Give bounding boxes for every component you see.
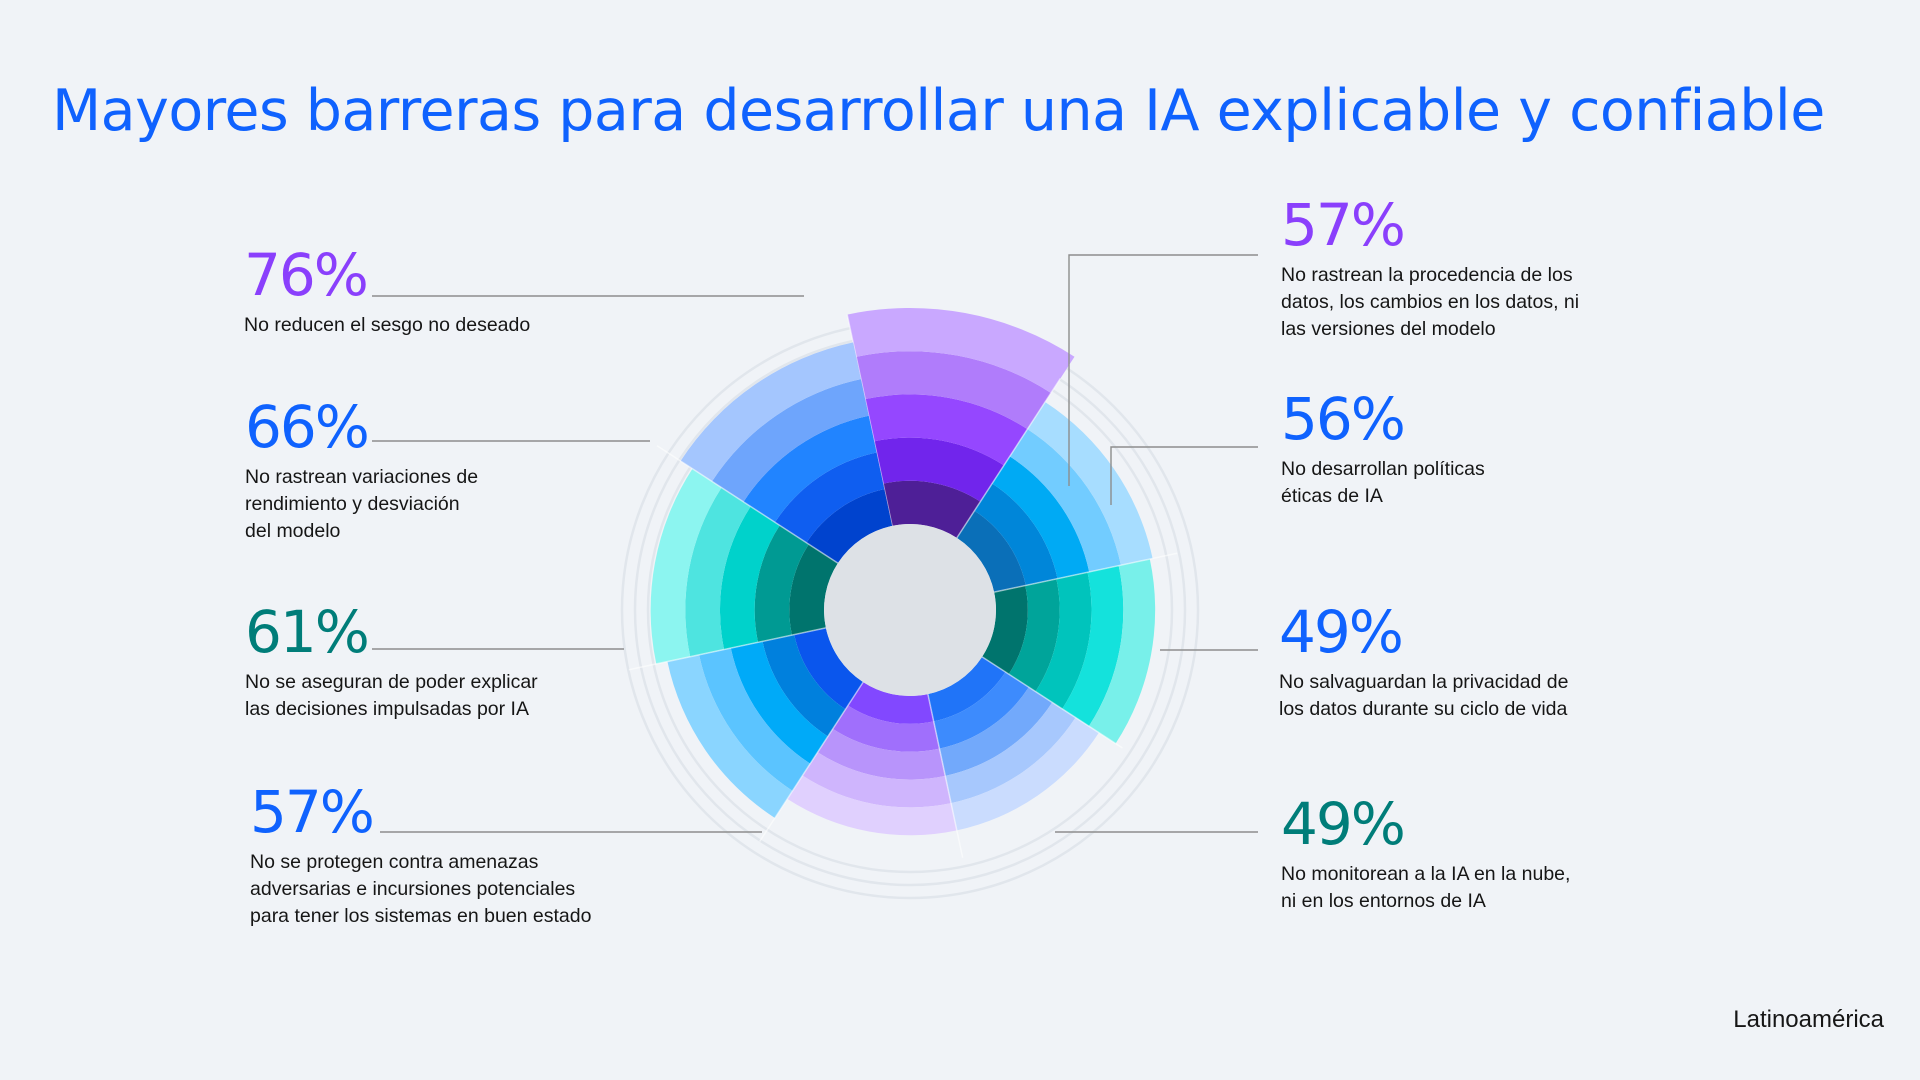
- stat-description: No se protegen contra amenazas adversari…: [250, 851, 592, 927]
- stat-block-data-provenance: 57% No rastrean la procedencia de los da…: [1281, 196, 1579, 343]
- sector-band-2: [974, 483, 1058, 586]
- sector-band-6: [794, 627, 864, 710]
- sector-band-5: [847, 682, 934, 724]
- stat-percent: 57%: [1281, 191, 1406, 259]
- leader-line: [1068, 254, 1258, 486]
- sector-band-1: [874, 437, 1004, 502]
- stat-percent: 56%: [1281, 385, 1406, 453]
- stat-description: No monitorean a la IA en la nube, ni en …: [1281, 863, 1571, 912]
- stat-percent: 49%: [1279, 598, 1404, 666]
- sector-band-3: [1035, 572, 1092, 709]
- sector-band-2: [992, 456, 1090, 579]
- stat-description: No rastrean variaciones de rendimiento y…: [245, 466, 479, 542]
- sector-band-7: [789, 544, 838, 636]
- sector-band-1: [847, 308, 1075, 393]
- sector-band-6: [699, 648, 811, 791]
- sector-band-4: [951, 717, 1099, 831]
- region-label: Latinoamérica: [1733, 1006, 1884, 1033]
- stat-description: No rastrean la procedencia de los datos,…: [1281, 264, 1580, 340]
- stat-block-ethics-policies: 56% No desarrollan políticas éticas de I…: [1281, 390, 1485, 510]
- sector-band-3: [1062, 565, 1124, 727]
- sector-band-8: [712, 379, 869, 502]
- sector-band-8: [743, 415, 877, 523]
- sector-band-7: [685, 487, 751, 657]
- sector-band-5: [817, 728, 946, 780]
- stat-description: No reducen el sesgo no deseado: [244, 314, 531, 336]
- sector-band-2: [956, 510, 1026, 593]
- sector-band-6: [730, 641, 828, 764]
- sector-band-3: [1088, 559, 1156, 744]
- sector-divider: [628, 627, 827, 671]
- sector-band-5: [832, 705, 940, 752]
- sector-band-4: [927, 656, 1006, 722]
- sector-band-8: [774, 452, 885, 543]
- stat-block-bias: 76% No reducen el sesgo no deseado: [244, 246, 530, 339]
- sector-divider: [759, 681, 864, 842]
- sector-band-4: [945, 702, 1076, 804]
- sector-band-3: [982, 585, 1028, 675]
- stat-block-cloud-monitoring: 49% No monitorean a la IA en la nube, ni…: [1281, 795, 1570, 915]
- stat-percent: 49%: [1281, 790, 1406, 858]
- page-title: Mayores barreras para desarrollar una IA…: [52, 78, 1825, 144]
- sector-band-8: [806, 489, 893, 564]
- stat-percent: 66%: [245, 393, 370, 461]
- sector-band-7: [754, 525, 809, 643]
- sector-band-8: [680, 342, 861, 482]
- sector-band-1: [865, 394, 1028, 466]
- sector-band-7: [650, 468, 722, 664]
- sector-band-4: [933, 672, 1029, 749]
- stat-description: No salvaguardan la privacidad de los dat…: [1279, 671, 1569, 720]
- sector-band-6: [762, 634, 846, 737]
- stat-description: No desarrollan políticas éticas de IA: [1281, 458, 1485, 507]
- sector-divider: [956, 378, 1061, 539]
- sector-band-4: [939, 687, 1053, 776]
- sector-band-5: [802, 752, 952, 808]
- sector-band-2: [1027, 402, 1153, 566]
- sector-band-6: [667, 654, 793, 818]
- chart-center: [824, 524, 996, 696]
- stat-percent: 57%: [250, 778, 375, 846]
- stat-percent: 76%: [244, 241, 369, 309]
- sector-band-1: [883, 480, 981, 538]
- sector-band-1: [856, 351, 1051, 430]
- stat-block-data-privacy: 49% No salvaguardan la privacidad de los…: [1279, 603, 1568, 723]
- sector-band-3: [1008, 578, 1060, 692]
- sector-divider: [927, 693, 964, 858]
- stat-description: No se aseguran de poder explicar las dec…: [245, 671, 538, 720]
- leader-line: [1110, 446, 1258, 505]
- sector-band-2: [1009, 429, 1121, 572]
- sector-divider: [656, 445, 839, 564]
- stat-block-model-drift: 66% No rastrean variaciones de rendimien…: [245, 398, 478, 545]
- stat-block-adversarial-threats: 57% No se protegen contra amenazas adver…: [250, 783, 591, 930]
- sector-band-5: [787, 775, 957, 836]
- sector-band-7: [719, 506, 780, 650]
- sector-divider: [993, 552, 1178, 593]
- sector-divider: [981, 656, 1123, 749]
- stat-percent: 61%: [245, 598, 370, 666]
- stat-block-explainability: 61% No se aseguran de poder explicar las…: [245, 603, 538, 723]
